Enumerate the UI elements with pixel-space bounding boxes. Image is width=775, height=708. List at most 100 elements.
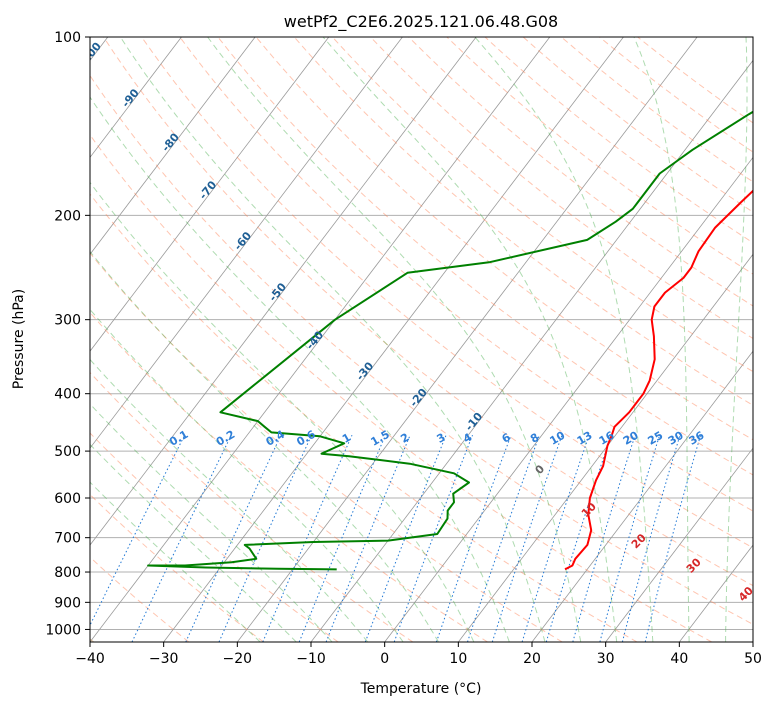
isotherm-line xyxy=(90,37,403,449)
x-tick-label: −40 xyxy=(75,651,105,667)
moist-adiabat-line xyxy=(90,481,261,642)
dry-adiabat-label: -40 xyxy=(303,328,326,352)
dry-adiabat-label: -50 xyxy=(266,280,289,304)
mixing-ratio-line xyxy=(131,434,232,642)
plot-frame xyxy=(89,36,754,643)
mixing-ratio-line xyxy=(325,435,411,642)
x-tick-label: −20 xyxy=(223,651,253,667)
moist-adiabat-label: 0 xyxy=(533,462,548,477)
dry-adiabat-line xyxy=(560,37,753,183)
mixing-ratio-label: 10 xyxy=(547,429,567,448)
dry-adiabat-label: -70 xyxy=(197,178,220,202)
mixing-ratio-label: 36 xyxy=(687,429,707,448)
dry-adiabat-label: -30 xyxy=(354,359,377,383)
x-tick-label: −10 xyxy=(296,651,326,667)
dry-adiabat-label: -80 xyxy=(159,130,182,154)
mixing-ratio-line xyxy=(644,435,702,642)
y-tick-label: 400 xyxy=(54,387,81,403)
dry-adiabat-line xyxy=(599,37,753,153)
x-tick-label: 0 xyxy=(380,651,389,667)
mixing-ratio-label: 0.1 xyxy=(167,428,190,449)
y-tick-label: 900 xyxy=(54,595,81,611)
grid-layer xyxy=(90,37,753,642)
y-tick-label: 200 xyxy=(54,208,81,224)
dry-adiabat-line xyxy=(90,432,339,642)
dry-adiabats xyxy=(90,37,753,642)
dry-adiabat-line xyxy=(484,37,753,244)
y-tick-label: 100 xyxy=(54,30,81,46)
x-tick-label: 20 xyxy=(523,651,541,667)
sounding-series xyxy=(147,110,753,571)
moist-adiabat-label: 20 xyxy=(629,531,649,551)
dry-adiabat-line xyxy=(90,311,488,642)
y-axis-ticks: 1000 900 800 700 600 500 400 300 200 100 xyxy=(45,30,90,638)
moist-adiabat-line xyxy=(90,443,297,642)
mixing-ratio-line xyxy=(364,435,447,642)
isotherm-line xyxy=(90,37,182,159)
mixing-ratio-line xyxy=(298,434,386,642)
isotherm-line xyxy=(163,37,624,642)
moist-adiabat-label: 30 xyxy=(684,555,704,575)
moist-adiabat-line xyxy=(90,96,510,642)
mixing-ratio-label: 13 xyxy=(575,429,595,448)
moist-adiabat-line xyxy=(90,308,404,642)
dry-adiabat-line xyxy=(179,37,753,512)
mixing-ratio-line xyxy=(262,434,353,642)
y-tick-label: 1000 xyxy=(45,622,81,638)
isotherm-line xyxy=(90,37,551,642)
moist-adiabat-label: 10 xyxy=(579,500,599,520)
dry-adiabat-line xyxy=(141,37,753,549)
y-tick-label: 700 xyxy=(54,531,81,547)
mixing-ratio-label: 0.2 xyxy=(214,428,237,449)
dry-adiabat-line xyxy=(408,37,753,307)
moist-adiabat-line xyxy=(633,37,690,642)
moist-adiabat-line xyxy=(90,403,333,642)
dry-adiabat-line xyxy=(90,252,563,642)
dry-adiabat-line xyxy=(90,74,753,625)
dry-adiabat-line xyxy=(103,37,753,587)
y-tick-label: 800 xyxy=(54,565,81,581)
isotherm-line xyxy=(531,350,753,642)
isotherm-line xyxy=(90,37,477,546)
reference-curve xyxy=(0,37,56,642)
dry-adiabat-label: -20 xyxy=(407,386,430,410)
y-tick-label: 300 xyxy=(54,313,81,329)
x-tick-label: 40 xyxy=(670,651,688,667)
mixing-ratio-line xyxy=(467,435,540,642)
y-axis-label: Pressure (hPa) xyxy=(11,289,27,389)
mixing-ratio-label: 20 xyxy=(621,429,641,448)
isotherm-line xyxy=(605,447,753,642)
moist-adiabat-line xyxy=(207,37,582,642)
x-axis-ticks: −40 −30 −20 −10 0 10 20 30 40 50 xyxy=(75,642,762,667)
mixing-ratio-line xyxy=(491,435,563,642)
dry-adiabat-line xyxy=(217,37,753,476)
chart-title: wetPf2_C2E6.2025.121.06.48.G08 xyxy=(284,12,558,32)
x-tick-label: 50 xyxy=(744,651,762,667)
dewpoint-profile-line xyxy=(147,110,753,571)
moist-adiabat-line xyxy=(322,37,618,642)
x-tick-label: 30 xyxy=(597,651,615,667)
mixing-ratio-label: 30 xyxy=(666,429,686,448)
x-axis-label: Temperature (°C) xyxy=(360,681,482,697)
mixing-ratio-line xyxy=(545,435,612,642)
y-tick-label: 600 xyxy=(54,491,81,507)
mixing-ratio-label: 2 xyxy=(398,431,411,446)
mixing-ratio-label: 0.4 xyxy=(264,428,288,449)
isotherm-line xyxy=(384,156,753,642)
mixing-ratio-line xyxy=(435,435,512,642)
mixing-ratio-label: 0.6 xyxy=(294,428,318,449)
mixing-ratio-line xyxy=(521,435,590,642)
mixing-ratio-label: 25 xyxy=(645,429,665,448)
dry-adiabat-line xyxy=(90,556,190,642)
dry-adiabat-line xyxy=(90,134,712,642)
y-tick-label: 500 xyxy=(54,444,81,460)
moist-adiabat-line xyxy=(119,37,546,642)
isotherm-line xyxy=(458,253,753,642)
mixing-ratio-line xyxy=(393,435,473,642)
moist-adiabat-line xyxy=(725,37,748,642)
mixing-ratio-lines xyxy=(90,434,702,642)
dry-adiabat-line xyxy=(255,37,753,441)
mixing-ratio-label: 1.5 xyxy=(369,428,392,449)
dry-adiabat-line xyxy=(90,371,414,642)
